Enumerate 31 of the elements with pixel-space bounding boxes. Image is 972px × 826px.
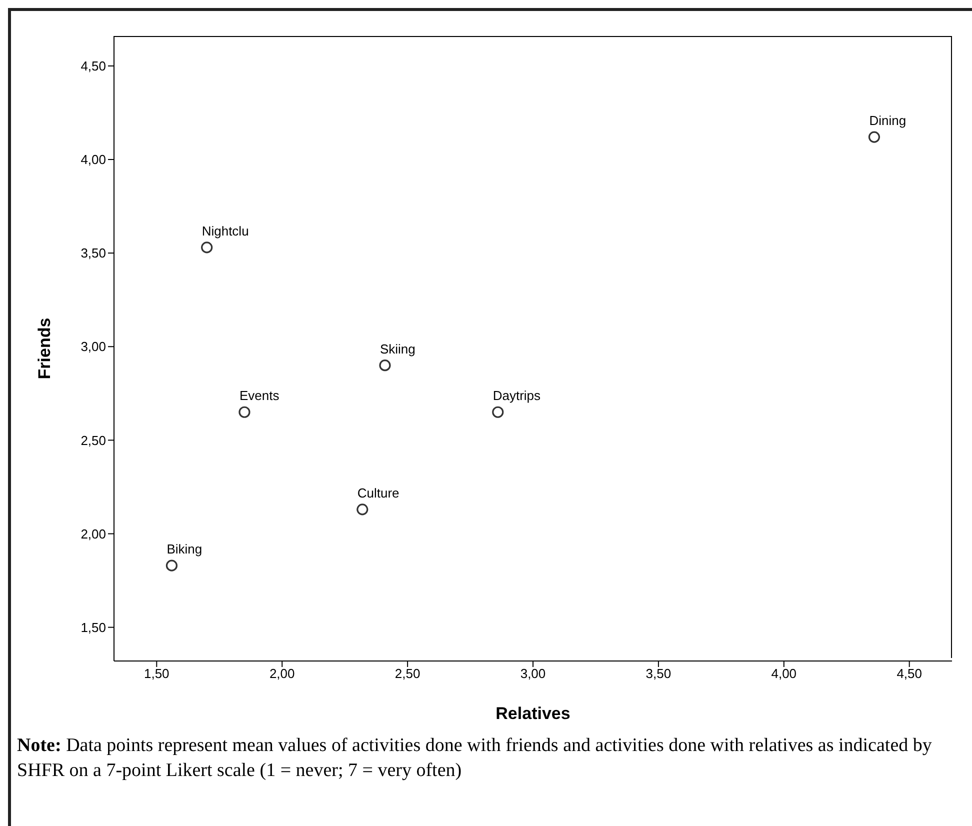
text: Note: Data points represent mean values of activities done with friends and activities done with relatives as indicated by SHFR on a 7-point Likert scale (1 = never; 7 = very often) [17,734,933,783]
annotation: Events [239,388,280,404]
point [238,406,250,418]
x-tick-label: 2,00 [269,666,295,682]
y-tick-label: 4,50 [80,58,106,74]
annotation: Culture [357,485,400,500]
point [379,360,391,372]
x-axis-title: Relatives [496,704,570,723]
annotation: Dining [869,113,906,128]
y-tick-label: 2,00 [80,526,106,542]
point [356,504,368,516]
annotation: Daytrips [492,388,542,404]
annotation: Nightclu [202,223,249,238]
point [492,406,504,418]
x-tick-label: 1,50 [144,666,170,682]
y-tick-label: 1,50 [80,620,106,635]
x-tick-label: 3,50 [646,666,672,682]
x-tick-label: 4,50 [896,666,922,682]
y-tick-label: 2,50 [80,432,106,448]
x-tick-label: 4,00 [771,666,797,682]
y-tick-label: 4,00 [80,152,106,168]
annotation: Skiing [380,341,416,356]
annotation: Biking [166,542,202,557]
point [201,242,213,254]
x-tick-label: 3,00 [520,666,546,682]
y-axis-title: Friends [35,318,54,380]
y-tick-label: 3,50 [80,246,106,261]
x-tick-label: 2,50 [394,666,420,682]
point [868,131,880,143]
y-tick-label: 3,00 [80,339,106,354]
point [166,560,178,572]
